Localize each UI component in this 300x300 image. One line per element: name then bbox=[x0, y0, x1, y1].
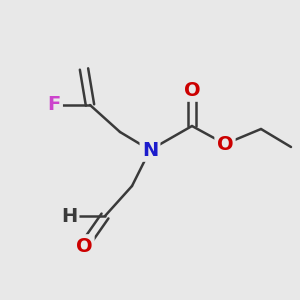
Text: O: O bbox=[184, 80, 200, 100]
Text: O: O bbox=[76, 236, 92, 256]
Text: F: F bbox=[47, 95, 61, 115]
Text: H: H bbox=[61, 206, 77, 226]
Text: O: O bbox=[217, 134, 233, 154]
Text: N: N bbox=[142, 140, 158, 160]
